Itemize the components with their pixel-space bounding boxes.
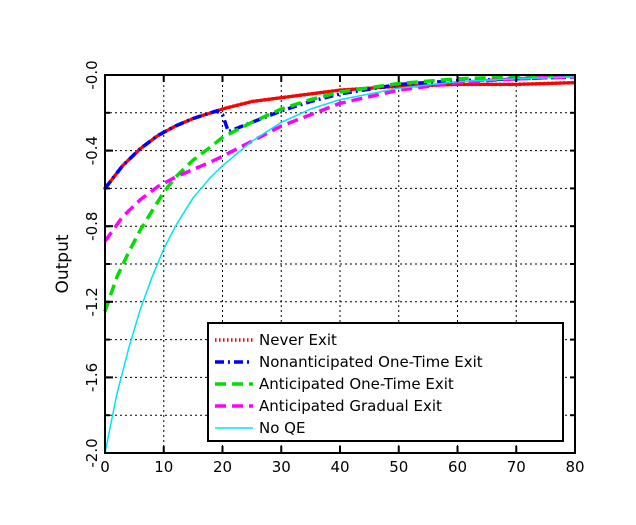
x-tick-label-8: 80	[565, 458, 584, 476]
legend-label-2: Anticipated One-Time Exit	[259, 375, 454, 393]
y-tick-label-0: -2.0	[83, 438, 101, 467]
x-tick-label-7: 70	[507, 458, 526, 476]
axis-ticks: 0 10 20 30 40 50 60 70 80 -2.0 -1.6 -1.2 -0.8 -0.4 -0.…	[83, 60, 585, 476]
y-tick-label-1: -1.6	[83, 363, 101, 392]
x-tick-label-3: 30	[272, 458, 291, 476]
x-tick-label-5: 50	[389, 458, 408, 476]
series-line-2	[103, 74, 576, 312]
series-line-1	[103, 75, 576, 190]
y-tick-label-4: -0.4	[83, 136, 101, 165]
series-lines	[103, 74, 577, 454]
legend-box	[207, 322, 564, 442]
y-tick-label-3: -0.8	[83, 212, 101, 241]
series-line-4	[104, 76, 576, 454]
legend: Never Exit Nonanticipated One-Time Exit An…	[207, 322, 564, 442]
legend-items: Never Exit Nonanticipated One-Time Exit An…	[215, 331, 483, 437]
legend-label-3: Anticipated Gradual Exit	[259, 397, 442, 415]
series-line-3	[103, 75, 576, 243]
x-tick-label-6: 60	[448, 458, 467, 476]
y-tick-label-2: -1.2	[83, 287, 101, 316]
x-tick-label-0: 0	[100, 458, 110, 476]
y-tick-label-5: -0.0	[83, 60, 101, 89]
x-tick-label-2: 20	[213, 458, 232, 476]
legend-label-0: Never Exit	[259, 331, 337, 349]
x-tick-label-1: 10	[154, 458, 173, 476]
legend-label-4: No QE	[259, 419, 305, 437]
x-tick-label-4: 40	[330, 458, 349, 476]
y-axis-title: Output	[53, 234, 73, 293]
legend-label-1: Nonanticipated One-Time Exit	[259, 353, 483, 371]
